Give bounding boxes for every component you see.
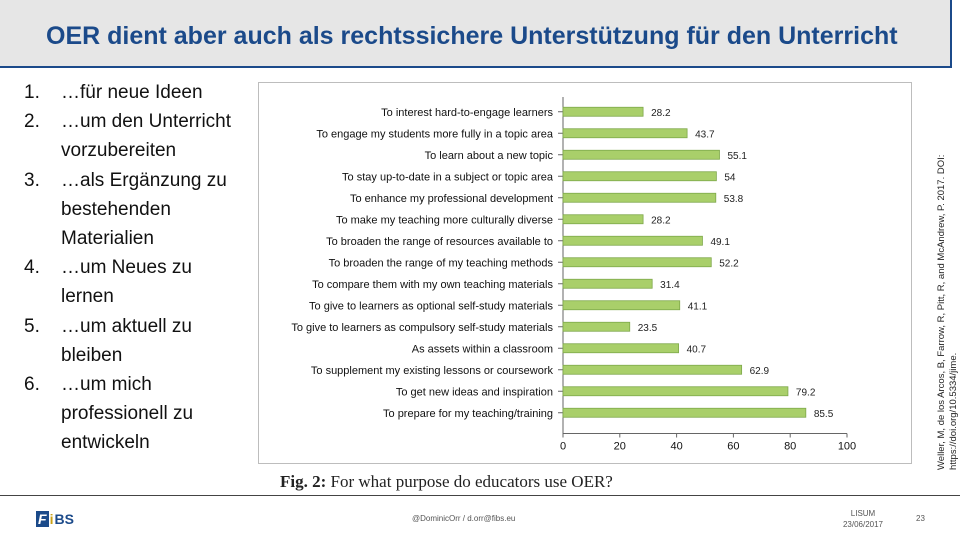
value-label: 54 [724, 172, 736, 183]
list-item-number: 1. [24, 82, 40, 103]
category-label: To give to learners as optional self-stu… [309, 300, 553, 312]
value-label: 40.7 [687, 344, 707, 355]
category-label: To stay up-to-date in a subject or topic… [342, 171, 554, 183]
list-item-number: 3. [24, 169, 40, 191]
value-label: 31.4 [660, 280, 680, 291]
x-tick-label: 80 [784, 441, 796, 453]
value-label: 85.5 [814, 409, 834, 420]
value-label: 43.7 [695, 129, 715, 140]
list-item-text: …um aktuell zu bleiben [61, 315, 192, 366]
category-label: To make my teaching more culturally dive… [336, 214, 553, 226]
value-label: 52.2 [719, 258, 739, 269]
bar [562, 171, 717, 182]
value-label: 41.1 [688, 301, 708, 312]
caption-label: Fig. 2: [280, 472, 327, 491]
value-label: 62.9 [750, 366, 770, 377]
bar [562, 364, 743, 375]
chart-figure: To interest hard-to-engage learners 28.2 T… [258, 82, 912, 464]
footer-event-name: LISUM [850, 509, 876, 518]
bar [562, 235, 703, 246]
x-tick-label: 60 [727, 441, 739, 453]
bar [562, 214, 644, 225]
list-item: 5. …um aktuell zu bleiben [24, 312, 244, 370]
list-item: 6. …um mich professionell zu entwickeln [24, 370, 244, 458]
footer-date: 23/06/2017 [842, 520, 884, 529]
bar [562, 278, 653, 289]
category-label: To compare them with my own teaching mat… [312, 279, 553, 291]
slide-title: OER dient aber auch als rechtssichere Un… [46, 22, 898, 50]
category-label: To engage my students more fully in a to… [316, 128, 554, 140]
bar [562, 192, 717, 203]
category-label: To give to learners as compulsory self-s… [291, 322, 553, 334]
category-label: To interest hard-to-engage learners [381, 107, 553, 119]
list-item-number: 2. [24, 111, 40, 133]
page-number: 23 [916, 514, 925, 523]
bar [562, 343, 679, 354]
title-bar [0, 0, 952, 66]
title-underline [0, 66, 952, 68]
value-label: 23.5 [638, 323, 658, 334]
footer-contact: @DominicOrr / d.orr@fibs.eu [412, 514, 516, 523]
value-label: 55.1 [727, 151, 747, 162]
logo-letters-bs: BS [54, 511, 74, 527]
list-item-text: …um mich professionell zu entwickeln [61, 374, 194, 454]
footer-event: LISUM 23/06/2017 [838, 508, 888, 530]
category-label: To get new ideas and inspiration [396, 386, 553, 398]
x-tick-label: 0 [560, 441, 566, 453]
bar [562, 300, 681, 311]
footer-divider [0, 495, 960, 496]
value-label: 28.2 [651, 108, 671, 119]
list-item: 3. …als Ergänzung zu bestehenden Material… [24, 166, 244, 254]
bar [562, 149, 720, 160]
list-item: 2. …um den Unterricht vorzubereiten [24, 107, 244, 165]
x-tick-label: 100 [838, 441, 856, 453]
value-label: 53.8 [724, 194, 744, 205]
list-item-number: 5. [24, 315, 40, 337]
category-label: To broaden the range of resources availa… [326, 236, 553, 248]
bar [562, 321, 631, 332]
category-label: As assets within a classroom [412, 343, 553, 355]
citation: Weller, M, de los Arcos, B, Farrow, R, P… [936, 154, 959, 470]
bar-chart: To interest hard-to-engage learners 28.2 T… [291, 97, 856, 453]
category-label: To learn about a new topic [425, 150, 554, 162]
value-label: 79.2 [796, 387, 816, 398]
category-label: To broaden the range of my teaching meth… [329, 257, 554, 269]
logo-letter-i: i [49, 511, 54, 527]
caption-text: For what purpose do educators use OER? [330, 472, 613, 491]
bar [562, 128, 688, 139]
category-label: To prepare for my teaching/training [383, 408, 553, 420]
x-tick-label: 40 [670, 441, 682, 453]
value-label: 28.2 [651, 215, 671, 226]
figure-caption: Fig. 2: For what purpose do educators us… [280, 472, 613, 492]
bar [562, 106, 644, 117]
list-item-text: …um Neues zu lernen [61, 257, 192, 308]
category-label: To enhance my professional development [350, 193, 553, 205]
x-tick-label: 20 [614, 441, 626, 453]
reasons-list: 1. …für neue Ideen 2. …um den Unterricht v… [24, 78, 244, 458]
list-item: 1. …für neue Ideen [24, 78, 244, 107]
list-item-number: 6. [24, 374, 40, 396]
bar [562, 386, 789, 397]
list-item-text: …für neue Ideen [61, 82, 203, 103]
category-label: To supplement my existing lessons or cou… [311, 365, 554, 377]
value-label: 49.1 [710, 237, 730, 248]
list-item-text: …um den Unterricht vorzubereiten [61, 111, 232, 162]
list-item-number: 4. [24, 257, 40, 279]
list-item-text: …als Ergänzung zu bestehenden Materialie… [61, 169, 227, 250]
list-item: 4. …um Neues zu lernen [24, 253, 244, 311]
logo-letter-f: F [36, 511, 49, 527]
bar [562, 257, 712, 268]
bar [562, 407, 807, 418]
